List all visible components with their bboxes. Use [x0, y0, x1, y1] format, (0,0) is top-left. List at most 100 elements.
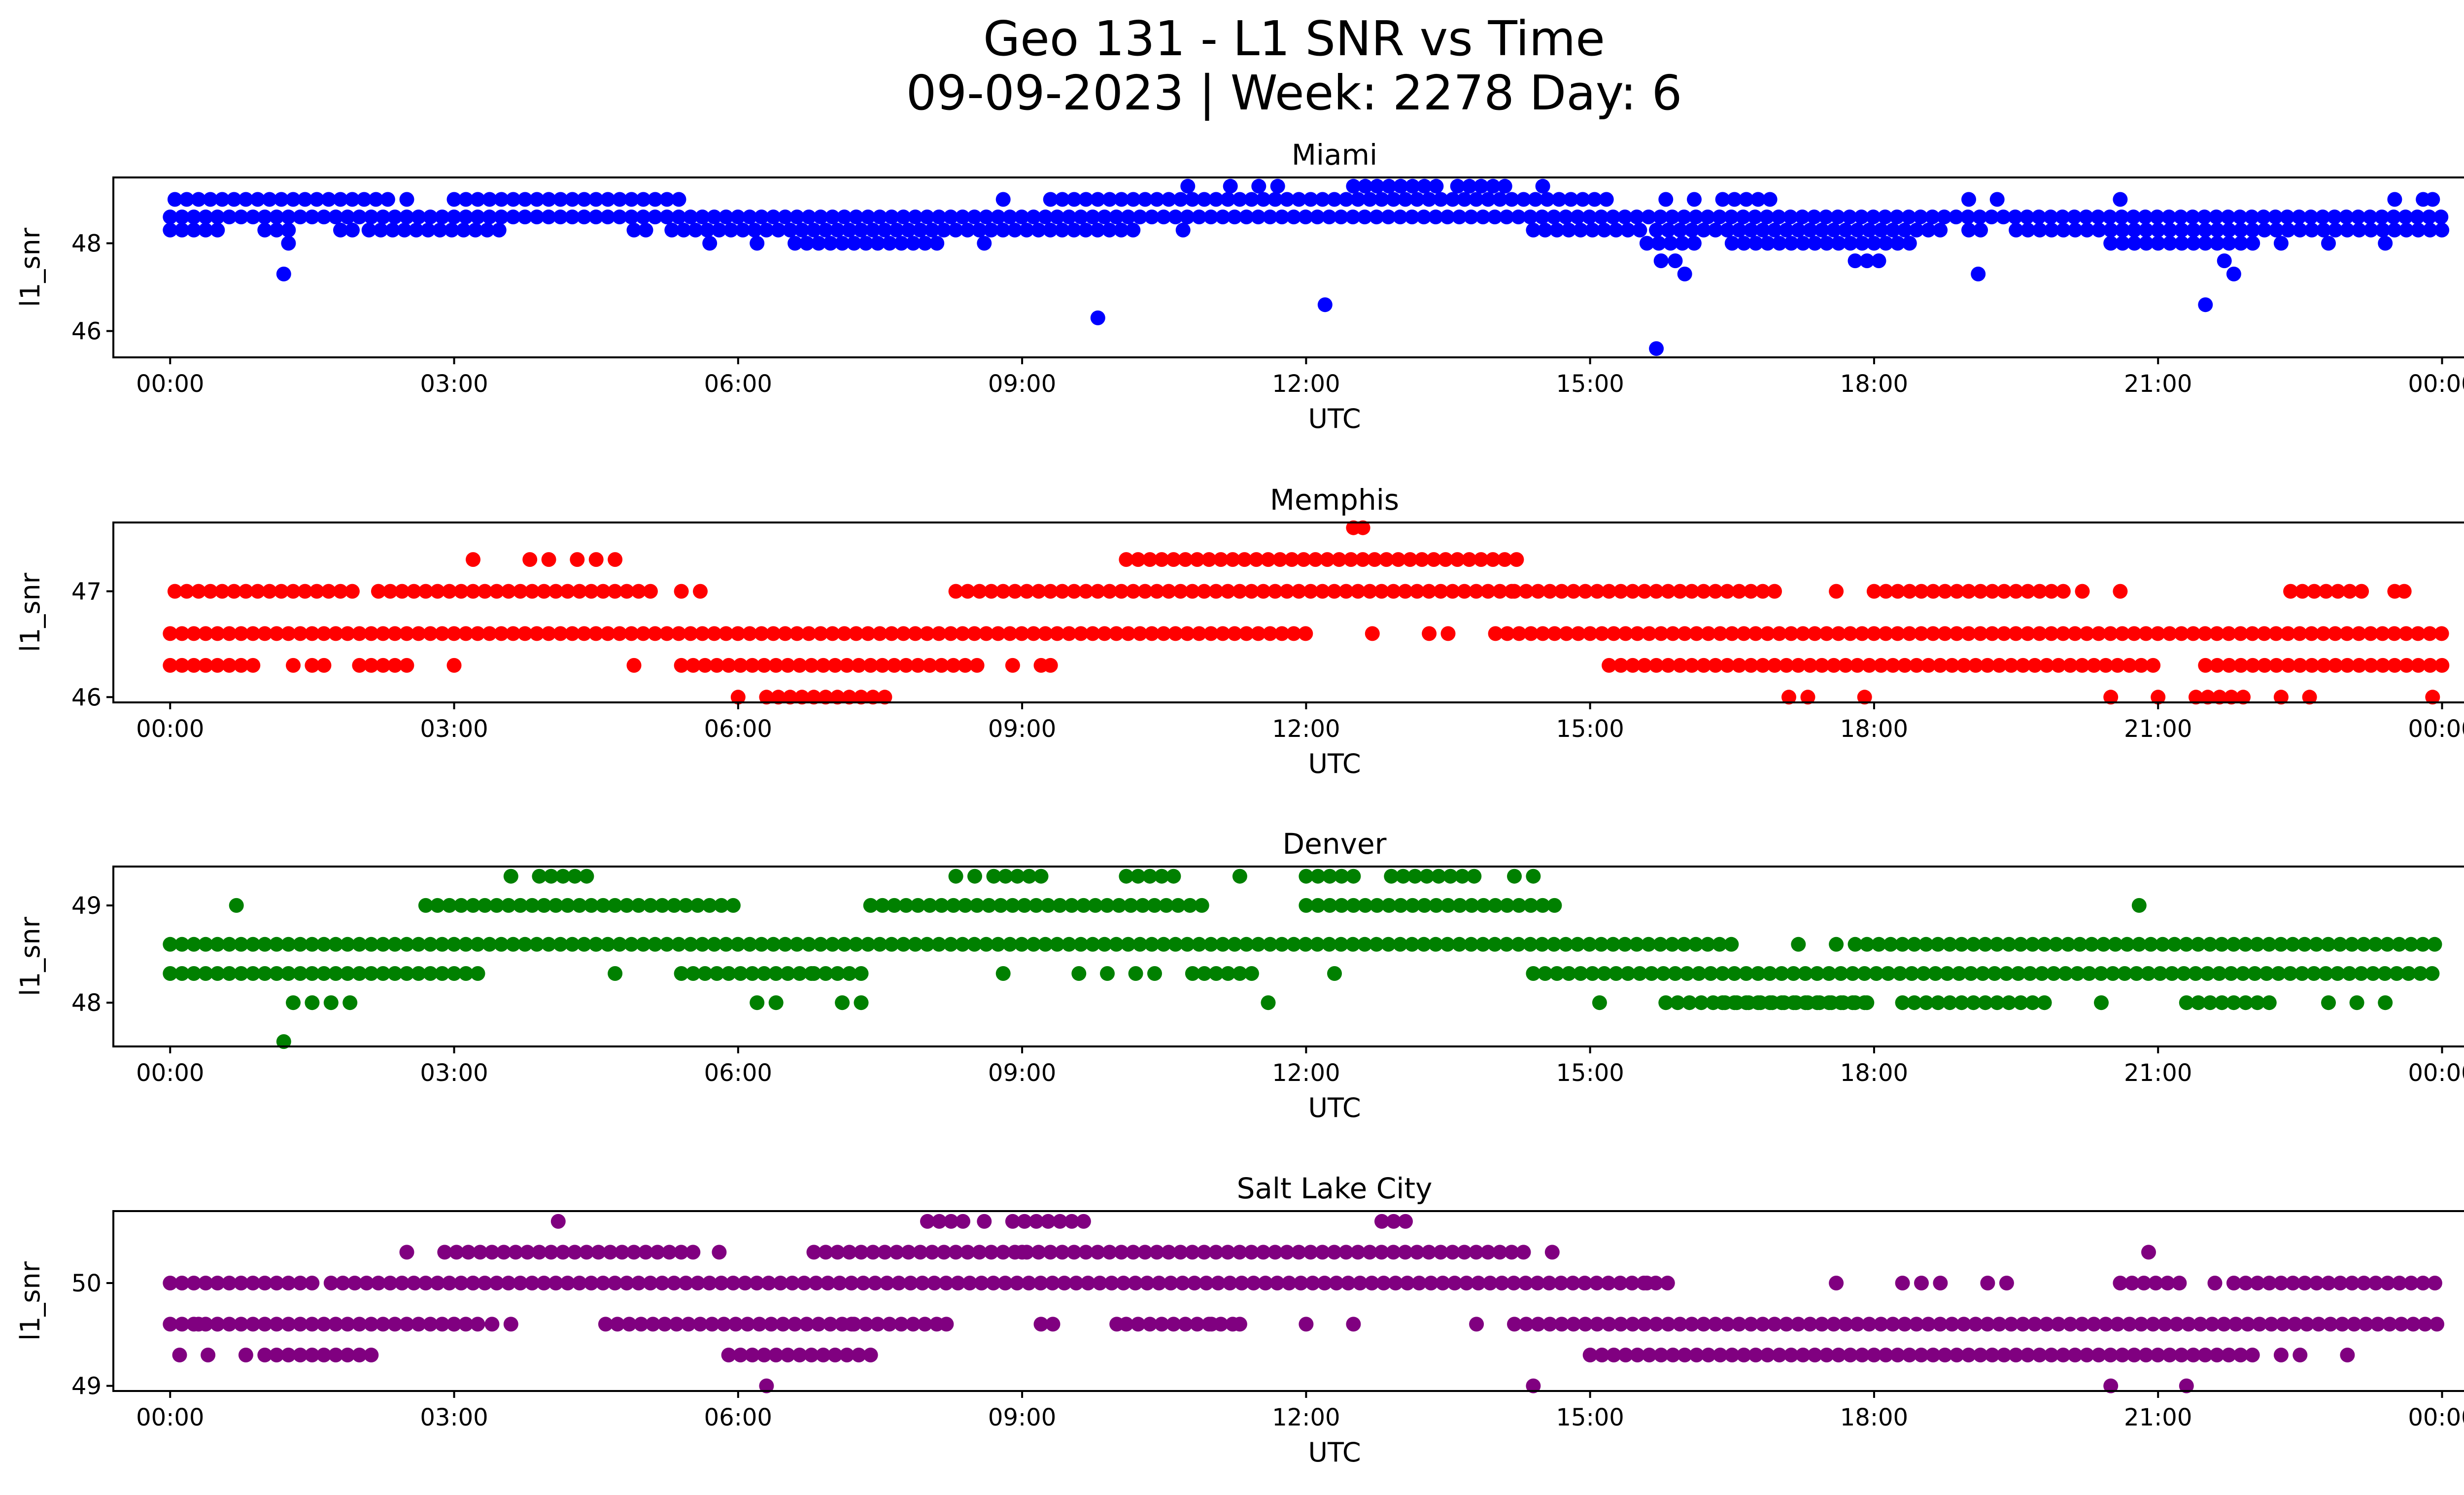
data-point	[1393, 898, 1408, 913]
data-point	[1921, 1317, 1936, 1332]
data-point	[234, 626, 249, 641]
data-point	[1043, 192, 1058, 207]
data-point	[887, 898, 902, 913]
data-point	[2200, 966, 2215, 981]
data-point	[2268, 209, 2283, 225]
data-point	[1842, 209, 1857, 225]
data-point	[844, 1276, 859, 1290]
data-point	[1398, 584, 1413, 599]
data-point	[2164, 966, 2180, 981]
data-point	[733, 658, 748, 673]
data-point	[2378, 995, 2393, 1010]
data-point	[619, 1276, 634, 1290]
data-point	[1954, 995, 1969, 1010]
data-point	[465, 584, 480, 599]
data-point	[174, 658, 190, 673]
data-point	[778, 937, 793, 952]
data-point	[1232, 1317, 1247, 1332]
data-point	[234, 1317, 249, 1332]
data-point	[920, 1214, 935, 1229]
data-point	[1232, 869, 1247, 884]
data-point	[1838, 658, 1853, 673]
data-point	[2316, 222, 2331, 238]
data-point	[2309, 937, 2324, 952]
data-point	[234, 658, 249, 673]
data-point	[1848, 253, 1863, 269]
data-point	[229, 898, 244, 913]
data-point	[1712, 626, 1728, 641]
data-point	[1119, 552, 1134, 567]
data-point	[262, 192, 277, 207]
data-point	[1185, 192, 1200, 207]
data-point	[1156, 937, 1171, 952]
data-point	[837, 626, 852, 641]
data-point	[1161, 1245, 1176, 1260]
data-point	[1895, 1276, 1910, 1290]
data-point	[2250, 937, 2265, 952]
data-point	[943, 209, 958, 225]
data-point	[931, 626, 947, 641]
x-tick-label: 12:00	[1272, 715, 1340, 743]
data-point	[851, 1348, 866, 1362]
data-point	[1850, 222, 1865, 238]
data-point	[893, 1317, 909, 1332]
data-point	[1854, 209, 1869, 225]
data-point	[1772, 1348, 1787, 1362]
data-point	[683, 626, 698, 641]
data-point	[1488, 898, 1503, 913]
data-point	[2117, 966, 2132, 981]
data-point	[2217, 253, 2232, 269]
data-point	[1673, 658, 1688, 673]
data-point	[813, 209, 828, 225]
data-point	[1159, 898, 1174, 913]
data-point	[2370, 1317, 2385, 1332]
data-point	[1126, 222, 1141, 238]
data-point	[1874, 658, 1889, 673]
data-point	[560, 1276, 575, 1290]
data-point	[1624, 1276, 1640, 1290]
data-point	[2129, 966, 2144, 981]
data-point	[709, 658, 724, 673]
data-point	[1708, 1317, 1723, 1332]
data-point	[863, 1348, 878, 1362]
data-point	[198, 1276, 213, 1290]
data-point	[1185, 584, 1200, 599]
data-point	[1139, 1276, 1155, 1290]
data-point	[399, 626, 414, 641]
data-point	[1291, 192, 1306, 207]
data-point	[1945, 1317, 1959, 1332]
data-point	[1338, 584, 1354, 599]
data-point	[967, 937, 982, 952]
data-point	[960, 1245, 975, 1260]
data-point	[626, 658, 642, 673]
data-point	[1783, 236, 1799, 251]
x-tick-label: 09:00	[988, 715, 1056, 743]
data-point	[712, 222, 727, 238]
data-point	[2113, 192, 2128, 207]
y-tick-label: 50	[71, 1270, 102, 1297]
data-point	[2122, 1317, 2137, 1332]
data-point	[567, 1245, 582, 1260]
data-point	[1715, 192, 1730, 207]
data-point	[1791, 1317, 1806, 1332]
data-point	[1689, 1348, 1704, 1362]
data-point	[1197, 966, 1212, 981]
data-point	[837, 209, 852, 225]
data-point	[2375, 658, 2391, 673]
data-point	[1523, 209, 1538, 225]
data-point	[2399, 222, 2414, 238]
data-point	[1783, 626, 1799, 641]
data-point	[1892, 966, 1908, 981]
data-point	[697, 658, 713, 673]
data-point	[1535, 178, 1550, 194]
data-point	[1239, 626, 1254, 641]
data-point	[818, 1245, 833, 1260]
data-point	[612, 626, 627, 641]
data-point	[281, 937, 296, 952]
data-point	[2139, 222, 2154, 238]
data-point	[1907, 937, 1922, 952]
data-point	[1549, 222, 1565, 238]
x-tick-label: 18:00	[1840, 1059, 1908, 1087]
data-point	[1350, 1245, 1366, 1260]
